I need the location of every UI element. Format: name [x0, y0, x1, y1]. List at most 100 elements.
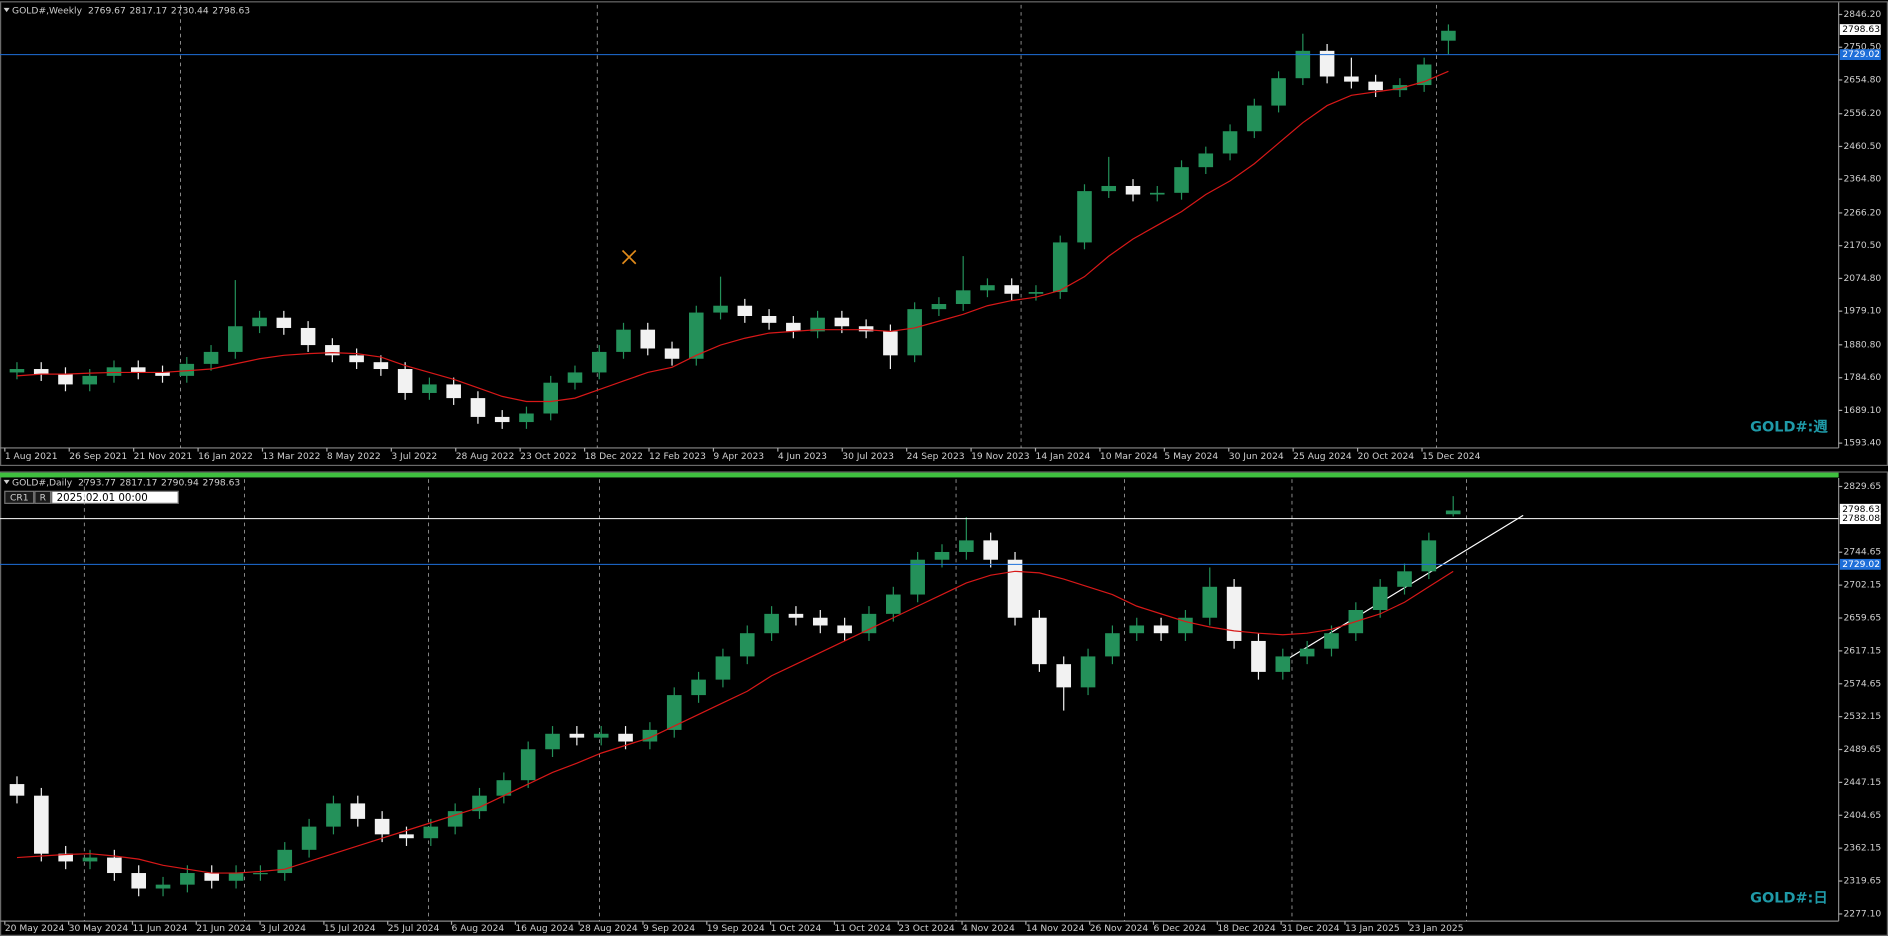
candle-body: [1226, 586, 1242, 641]
candle-body: [713, 305, 728, 313]
x-tick-label: 3 Jul 2024: [260, 924, 306, 934]
x-tick-label: 30 Jul 2023: [842, 452, 894, 462]
price-label-box: [1839, 558, 1881, 570]
x-tick-label: 28 Aug 2022: [456, 452, 515, 462]
candle-body: [1129, 625, 1145, 634]
candle-body: [399, 834, 414, 839]
y-tick-label: 1689.10: [1843, 406, 1881, 416]
x-tick-label: 31 Dec 2024: [1281, 924, 1340, 934]
candle-body: [569, 733, 585, 738]
x-tick-label: 5 May 2024: [1164, 452, 1218, 462]
y-tick-label: 1593.40: [1843, 439, 1881, 449]
candle-body: [907, 309, 922, 356]
candle-body: [616, 329, 631, 352]
price-label-box: [1839, 513, 1881, 525]
candle-body: [664, 348, 680, 359]
moving-average: [16, 570, 1454, 874]
candle-body: [910, 559, 925, 595]
symbol-period: GOLD#,Daily: [12, 478, 73, 488]
x-tick-label: 23 Oct 2022: [520, 452, 577, 462]
candle-body: [203, 351, 219, 364]
candle-body: [642, 729, 658, 742]
y-tick-label: 2846.20: [1843, 10, 1881, 20]
y-tick-label: 2460.50: [1843, 142, 1881, 152]
y-tick-label: 1979.10: [1843, 307, 1881, 317]
x-tick-label: 8 May 2022: [327, 452, 381, 462]
button-frame[interactable]: [34, 490, 52, 504]
candle-body: [837, 625, 852, 634]
toolbar: CR1 R 2025.02.01 00:00: [4, 490, 179, 504]
candle-body: [858, 326, 874, 332]
pane-divider: [0, 472, 1839, 478]
x-tick-label: 14 Nov 2024: [1026, 924, 1085, 934]
candle-body: [1080, 656, 1096, 688]
ohlc-value: 2793.77: [78, 478, 116, 488]
toolbar-button[interactable]: CR1: [10, 493, 29, 503]
candle-body: [883, 331, 898, 356]
candle-body: [494, 416, 510, 423]
candle-body: [252, 317, 267, 327]
chart-header: GOLD#,Daily 2793.77 2817.17 2790.94 2798.63: [12, 478, 240, 488]
menu-arrow: [3, 479, 10, 485]
candle-body: [1004, 285, 1019, 294]
candle-body: [1275, 656, 1291, 672]
y-tick-label: 2556.20: [1843, 109, 1881, 119]
y-tick-label: 2277.10: [1843, 909, 1881, 919]
candle-body: [1032, 617, 1047, 665]
candle-body: [834, 317, 850, 327]
candle-body: [788, 613, 804, 618]
candle-body: [1105, 633, 1120, 657]
candle-body: [618, 733, 633, 742]
candle-body: [812, 617, 828, 626]
candle-body: [567, 372, 583, 383]
y-tick-label: 2266.20: [1843, 208, 1881, 218]
x-tick-label: 6 Aug 2024: [452, 924, 505, 934]
x-tick-label: 4 Jun 2023: [778, 452, 827, 462]
candle-body: [1247, 105, 1262, 132]
button-frame[interactable]: [4, 490, 35, 504]
date-value[interactable]: 2025.02.01 00:00: [57, 493, 148, 504]
candle-body: [545, 733, 560, 750]
y-tick-label: 2170.50: [1843, 241, 1881, 251]
candle-body: [107, 857, 122, 874]
candle-body: [1202, 586, 1218, 618]
candle-body: [253, 873, 268, 875]
candle-body: [374, 818, 390, 835]
candle-body: [9, 784, 25, 796]
toolbar-button[interactable]: R: [40, 493, 47, 503]
candle-body: [861, 613, 877, 634]
bottom-pane-frame: [0, 471, 1888, 936]
candle-body: [691, 679, 706, 696]
candle-body: [1445, 510, 1461, 515]
candle-body: [204, 873, 220, 881]
candle-body: [689, 312, 704, 359]
y-tick-label: 2574.65: [1843, 679, 1881, 689]
candle-body: [520, 749, 536, 781]
candle-body: [423, 826, 439, 839]
y-tick-label: 2659.65: [1843, 614, 1881, 624]
x-tick-label: 10 Mar 2024: [1100, 452, 1158, 462]
ohlc-value: 2817.17: [120, 478, 158, 488]
candle-body: [1368, 81, 1383, 91]
y-tick-label: 2744.65: [1843, 548, 1881, 558]
ohlc-value: 2798.63: [202, 478, 240, 488]
last-price-box: [1839, 503, 1881, 515]
candle-body: [810, 317, 825, 332]
candle-body: [519, 413, 534, 423]
candle-body: [761, 315, 777, 323]
candle-body: [739, 633, 755, 657]
candle-body: [155, 884, 171, 889]
x-tick-label: 26 Sep 2021: [69, 452, 127, 462]
x-tick-label: 30 May 2024: [69, 924, 129, 934]
x-tick-label: 11 Jun 2024: [132, 924, 187, 934]
object-icon: [621, 249, 637, 265]
watermark: GOLD#:日: [1750, 889, 1828, 906]
x-tick-label: 13 Mar 2022: [262, 452, 320, 462]
trend-line: [1276, 514, 1524, 667]
y-tick-label: 2074.80: [1843, 274, 1881, 284]
candle-body: [277, 849, 293, 874]
candle-body: [1052, 242, 1068, 293]
date-field[interactable]: [51, 490, 179, 504]
x-tick-label: 20 Oct 2024: [1358, 452, 1415, 462]
